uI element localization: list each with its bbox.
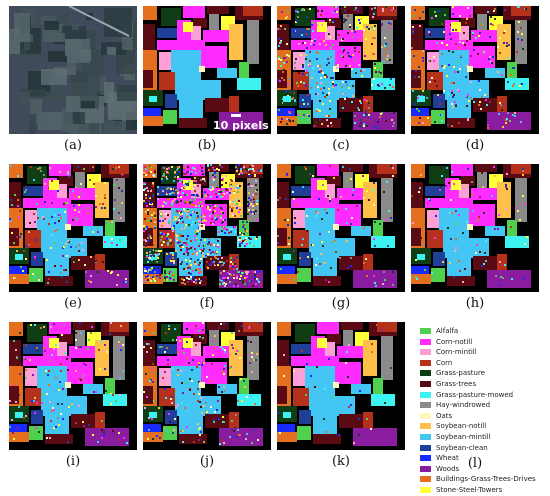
legend-item: Buildings-Grass-Trees-Drives <box>418 474 548 485</box>
legend-label: Wheat <box>436 454 459 463</box>
legend-swatch <box>420 370 431 377</box>
panel-caption: (h) <box>465 296 485 311</box>
satellite-image <box>9 6 137 134</box>
panel-caption: (l) <box>467 456 483 471</box>
panel-d: (d) <box>411 6 539 156</box>
panel-caption: (j) <box>199 454 215 469</box>
legend-item: Hay-windrowed <box>418 400 548 411</box>
legend-item: Alfalfa <box>418 326 548 337</box>
legend-label: Buildings-Grass-Trees-Drives <box>436 475 536 484</box>
legend-label: Corn-notill <box>436 337 473 346</box>
legend-item: Corn-mintill <box>418 347 548 358</box>
legend-item: Grass-pasture-mowed <box>418 390 548 401</box>
panel-i: (i) <box>9 322 137 472</box>
legend-item: Soybean-mintill <box>418 432 548 443</box>
classification-map <box>411 164 539 292</box>
legend-swatch <box>420 433 431 440</box>
classification-map <box>277 6 405 134</box>
classification-map <box>9 164 137 292</box>
classification-map <box>9 322 137 450</box>
panel-b: 10 pixels (b) <box>143 6 271 156</box>
legend-label: Soybean-notill <box>436 422 487 431</box>
classification-map <box>277 322 405 450</box>
legend-swatch <box>420 412 431 419</box>
legend-label: Oats <box>436 411 453 420</box>
panel-f: (f) <box>143 164 271 314</box>
legend-swatch <box>420 465 431 472</box>
panel-caption: (e) <box>64 296 82 311</box>
classification-map <box>277 164 405 292</box>
legend-swatch <box>420 476 431 483</box>
classification-map: 10 pixels <box>143 6 271 134</box>
panel-caption: (f) <box>199 296 215 311</box>
legend-label: Stone-Steel-Towers <box>436 485 503 494</box>
legend-label: Grass-pasture-mowed <box>436 390 514 399</box>
panel-g: (g) <box>277 164 405 314</box>
panel-caption: (g) <box>331 296 351 311</box>
panel-e: (e) <box>9 164 137 314</box>
legend-item: Corn-notill <box>418 337 548 348</box>
legend-label: Alfalfa <box>436 327 459 335</box>
legend-swatch <box>420 338 431 345</box>
legend-label: Woods <box>436 464 460 473</box>
panel-c: (c) <box>277 6 405 156</box>
scale-bar <box>231 114 241 117</box>
class-legend: Alfalfa Corn-notill Corn-mintill Corn Grass-… <box>418 326 548 496</box>
legend-swatch <box>420 349 431 356</box>
legend-label: Soybean-mintill <box>436 432 491 441</box>
legend-item: Soybean-notill <box>418 421 548 432</box>
legend-swatch <box>420 380 431 387</box>
legend-swatch <box>420 423 431 430</box>
legend-label: Grass-trees <box>436 379 477 388</box>
classification-map <box>411 6 539 134</box>
panel-caption: (a) <box>64 138 82 153</box>
legend-item: Corn <box>418 358 548 369</box>
legend-label: Corn <box>436 358 453 367</box>
panel-caption: (i) <box>65 454 81 469</box>
panel-caption: (c) <box>332 138 350 153</box>
panel-a: (a) <box>9 6 137 156</box>
legend-swatch <box>420 402 431 409</box>
scale-bar-label: 10 pixels <box>213 119 269 132</box>
legend-item: Stone-Steel-Towers <box>418 485 548 496</box>
legend-swatch <box>420 391 431 398</box>
legend-label: Hay-windrowed <box>436 401 491 410</box>
legend-item: Woods <box>418 464 548 475</box>
legend-item: Wheat <box>418 453 548 464</box>
classification-map <box>143 164 271 292</box>
legend-label: Grass-pasture <box>436 369 486 378</box>
panel-caption: (k) <box>331 454 351 469</box>
legend-label: Soybean-clean <box>436 443 488 452</box>
legend-item: Soybean-clean <box>418 443 548 454</box>
legend-swatch <box>420 328 431 334</box>
legend-swatch <box>420 486 431 493</box>
legend-swatch <box>420 444 431 451</box>
panel-caption: (b) <box>197 138 217 153</box>
legend-item: Grass-trees <box>418 379 548 390</box>
legend-item: Grass-pasture <box>418 368 548 379</box>
panel-h: (h) <box>411 164 539 314</box>
classification-map <box>143 322 271 450</box>
legend-swatch <box>420 359 431 366</box>
panel-k: (k) <box>277 322 405 472</box>
panel-l: (l) <box>411 322 539 472</box>
panel-j: (j) <box>143 322 271 472</box>
legend-swatch <box>420 455 431 462</box>
panel-caption: (d) <box>465 138 485 153</box>
legend-label: Corn-mintill <box>436 348 477 357</box>
legend-item: Oats <box>418 411 548 422</box>
